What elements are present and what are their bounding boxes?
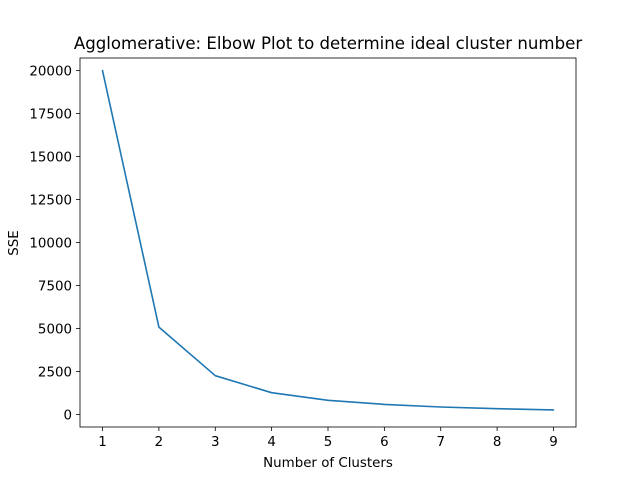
x-axis-ticks: 1 2 3 4 5 6 7 8 9 xyxy=(98,427,558,450)
x-tick-label-3: 3 xyxy=(211,435,220,450)
y-tick-label-17500: 17500 xyxy=(29,108,72,123)
y-tick-label-7500: 7500 xyxy=(38,279,72,294)
y-axis-label: SSE xyxy=(7,230,22,255)
y-tick-label-12500: 12500 xyxy=(29,194,72,209)
x-tick-label-4: 4 xyxy=(267,435,276,450)
y-tick-label-5000: 5000 xyxy=(38,322,72,337)
x-tick-label-1: 1 xyxy=(98,435,107,450)
x-tick-label-2: 2 xyxy=(155,435,164,450)
y-tick-label-20000: 20000 xyxy=(29,65,72,80)
series-layer xyxy=(101,69,555,411)
series-line-0 xyxy=(101,69,555,411)
x-tick-label-9: 9 xyxy=(549,435,558,450)
x-tick-label-7: 7 xyxy=(436,435,445,450)
x-axis-label: Number of Clusters xyxy=(263,456,393,471)
y-tick-label-15000: 15000 xyxy=(29,151,72,166)
chart-title: Agglomerative: Elbow Plot to determine i… xyxy=(74,34,582,53)
plot-frame xyxy=(79,57,577,428)
y-tick-label-10000: 10000 xyxy=(29,237,72,252)
y-axis-ticks: 0 2500 5000 7500 10000 12500 15000 17500 20000 xyxy=(29,65,80,423)
y-tick-label-2500: 2500 xyxy=(38,365,72,380)
x-tick-label-6: 6 xyxy=(380,435,389,450)
x-tick-label-5: 5 xyxy=(324,435,333,450)
y-tick-label-0: 0 xyxy=(63,408,72,423)
x-tick-label-8: 8 xyxy=(493,435,502,450)
